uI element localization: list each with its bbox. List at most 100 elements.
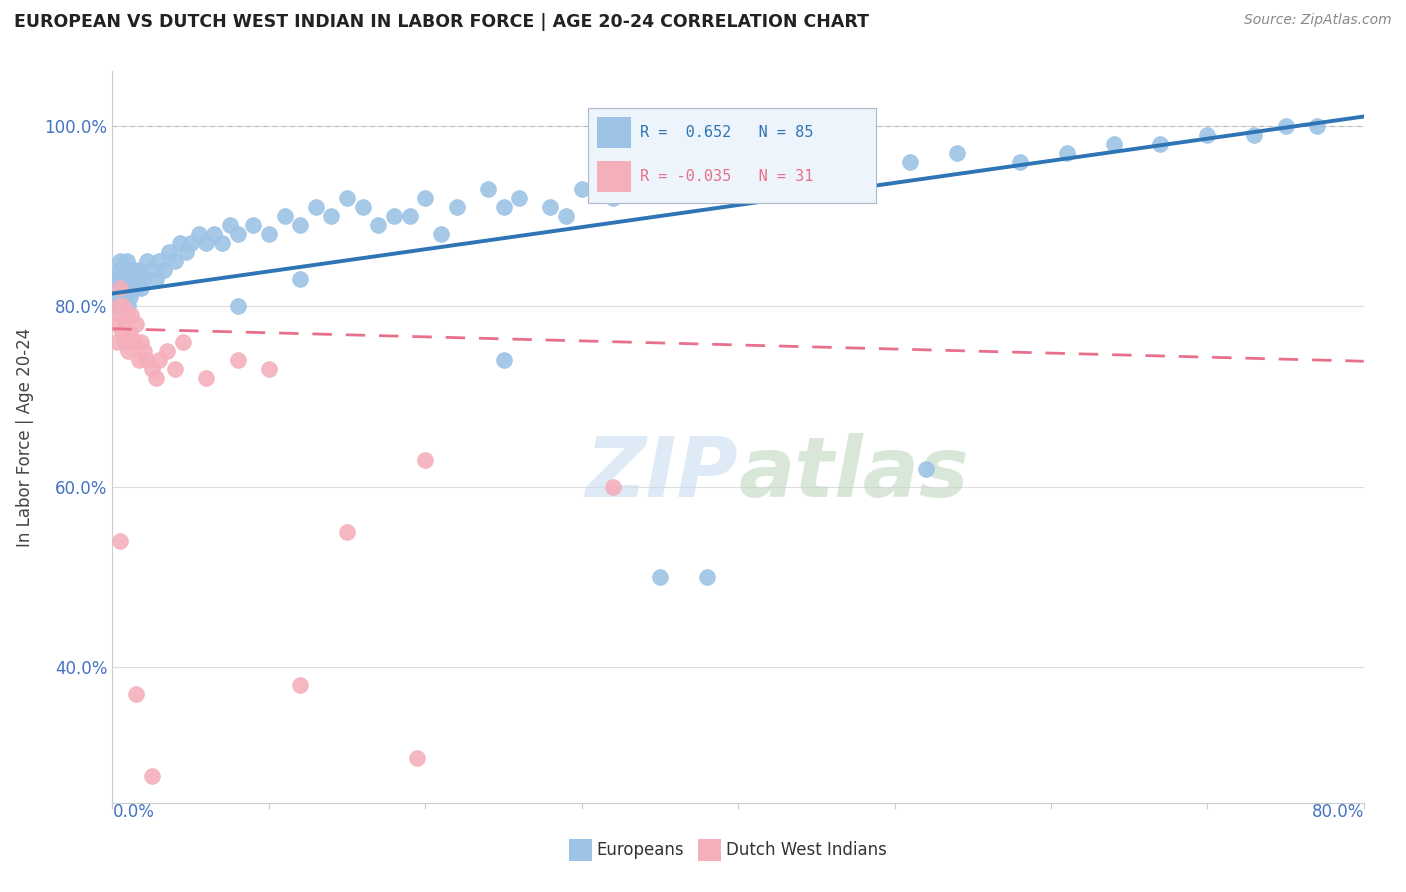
Point (112, 299, 135, 313)
Point (273, 209, 295, 223)
Point (111, 299, 134, 313)
Point (112, 263, 135, 277)
Point (107, 299, 129, 313)
Point (110, 254, 132, 268)
Point (118, 290, 141, 304)
Point (915, 461, 938, 475)
Point (1102, 136, 1125, 151)
Point (1149, 136, 1171, 151)
Point (852, 163, 875, 178)
Point (226, 299, 249, 313)
Point (114, 272, 136, 286)
Point (946, 145, 969, 160)
Point (477, 182, 499, 196)
Text: Source: ZipAtlas.com: Source: ZipAtlas.com (1244, 13, 1392, 28)
Point (1306, 119, 1329, 133)
Point (153, 263, 176, 277)
Point (406, 750, 429, 764)
Point (758, 163, 780, 178)
Point (135, 353, 157, 368)
Point (114, 335, 136, 350)
Point (727, 182, 749, 196)
Point (415, 191, 437, 205)
Point (105, 272, 128, 286)
Point (125, 281, 148, 295)
Text: ZIP: ZIP (585, 434, 738, 514)
Point (141, 263, 163, 277)
Point (290, 218, 312, 232)
Point (898, 154, 921, 169)
Point (172, 335, 194, 350)
Point (111, 272, 134, 286)
Point (336, 191, 359, 205)
Point (187, 227, 209, 241)
Point (305, 200, 328, 214)
Point (508, 191, 530, 205)
Point (195, 235, 218, 250)
Point (257, 227, 280, 241)
Point (290, 272, 312, 286)
Text: 80.0%: 80.0% (1312, 803, 1364, 821)
Point (602, 480, 624, 494)
Point (107, 263, 129, 277)
Point (169, 235, 191, 250)
Point (446, 200, 468, 214)
Point (1197, 128, 1219, 142)
Point (242, 218, 264, 232)
Point (135, 254, 157, 268)
Point (1008, 154, 1031, 169)
Point (163, 254, 186, 268)
Point (145, 272, 167, 286)
Point (157, 244, 180, 259)
Point (226, 353, 249, 368)
Point (117, 344, 139, 359)
Point (290, 678, 312, 692)
Point (127, 272, 149, 286)
Point (321, 209, 343, 223)
Point (218, 218, 240, 232)
Point (492, 200, 515, 214)
Point (1056, 145, 1078, 160)
Bar (569, 839, 592, 862)
Point (104, 281, 127, 295)
Point (1243, 128, 1265, 142)
Point (115, 281, 138, 295)
Point (124, 263, 146, 277)
Point (415, 452, 437, 467)
Point (129, 281, 152, 295)
Point (540, 200, 562, 214)
Point (555, 209, 578, 223)
Point (107, 290, 129, 304)
Point (211, 235, 233, 250)
Text: Europeans: Europeans (596, 841, 685, 859)
Point (112, 281, 135, 295)
Point (148, 353, 170, 368)
Point (696, 172, 718, 186)
Point (110, 281, 132, 295)
Point (602, 191, 624, 205)
Point (125, 688, 148, 702)
Point (120, 272, 142, 286)
Point (141, 362, 163, 376)
Point (110, 308, 132, 322)
Point (104, 317, 127, 331)
Point (352, 200, 374, 214)
Point (367, 218, 389, 232)
Point (128, 263, 150, 277)
Point (163, 362, 186, 376)
Point (571, 182, 593, 196)
Point (195, 371, 218, 385)
Point (105, 299, 128, 313)
Point (117, 281, 139, 295)
Point (110, 281, 132, 295)
Point (125, 317, 148, 331)
Point (202, 227, 225, 241)
Point (1274, 119, 1296, 133)
Point (806, 172, 828, 186)
Y-axis label: In Labor Force | Age 20-24: In Labor Force | Age 20-24 (15, 327, 34, 547)
Point (226, 227, 249, 241)
Point (115, 308, 138, 322)
Point (118, 263, 141, 277)
Point (336, 524, 359, 539)
Point (114, 317, 136, 331)
